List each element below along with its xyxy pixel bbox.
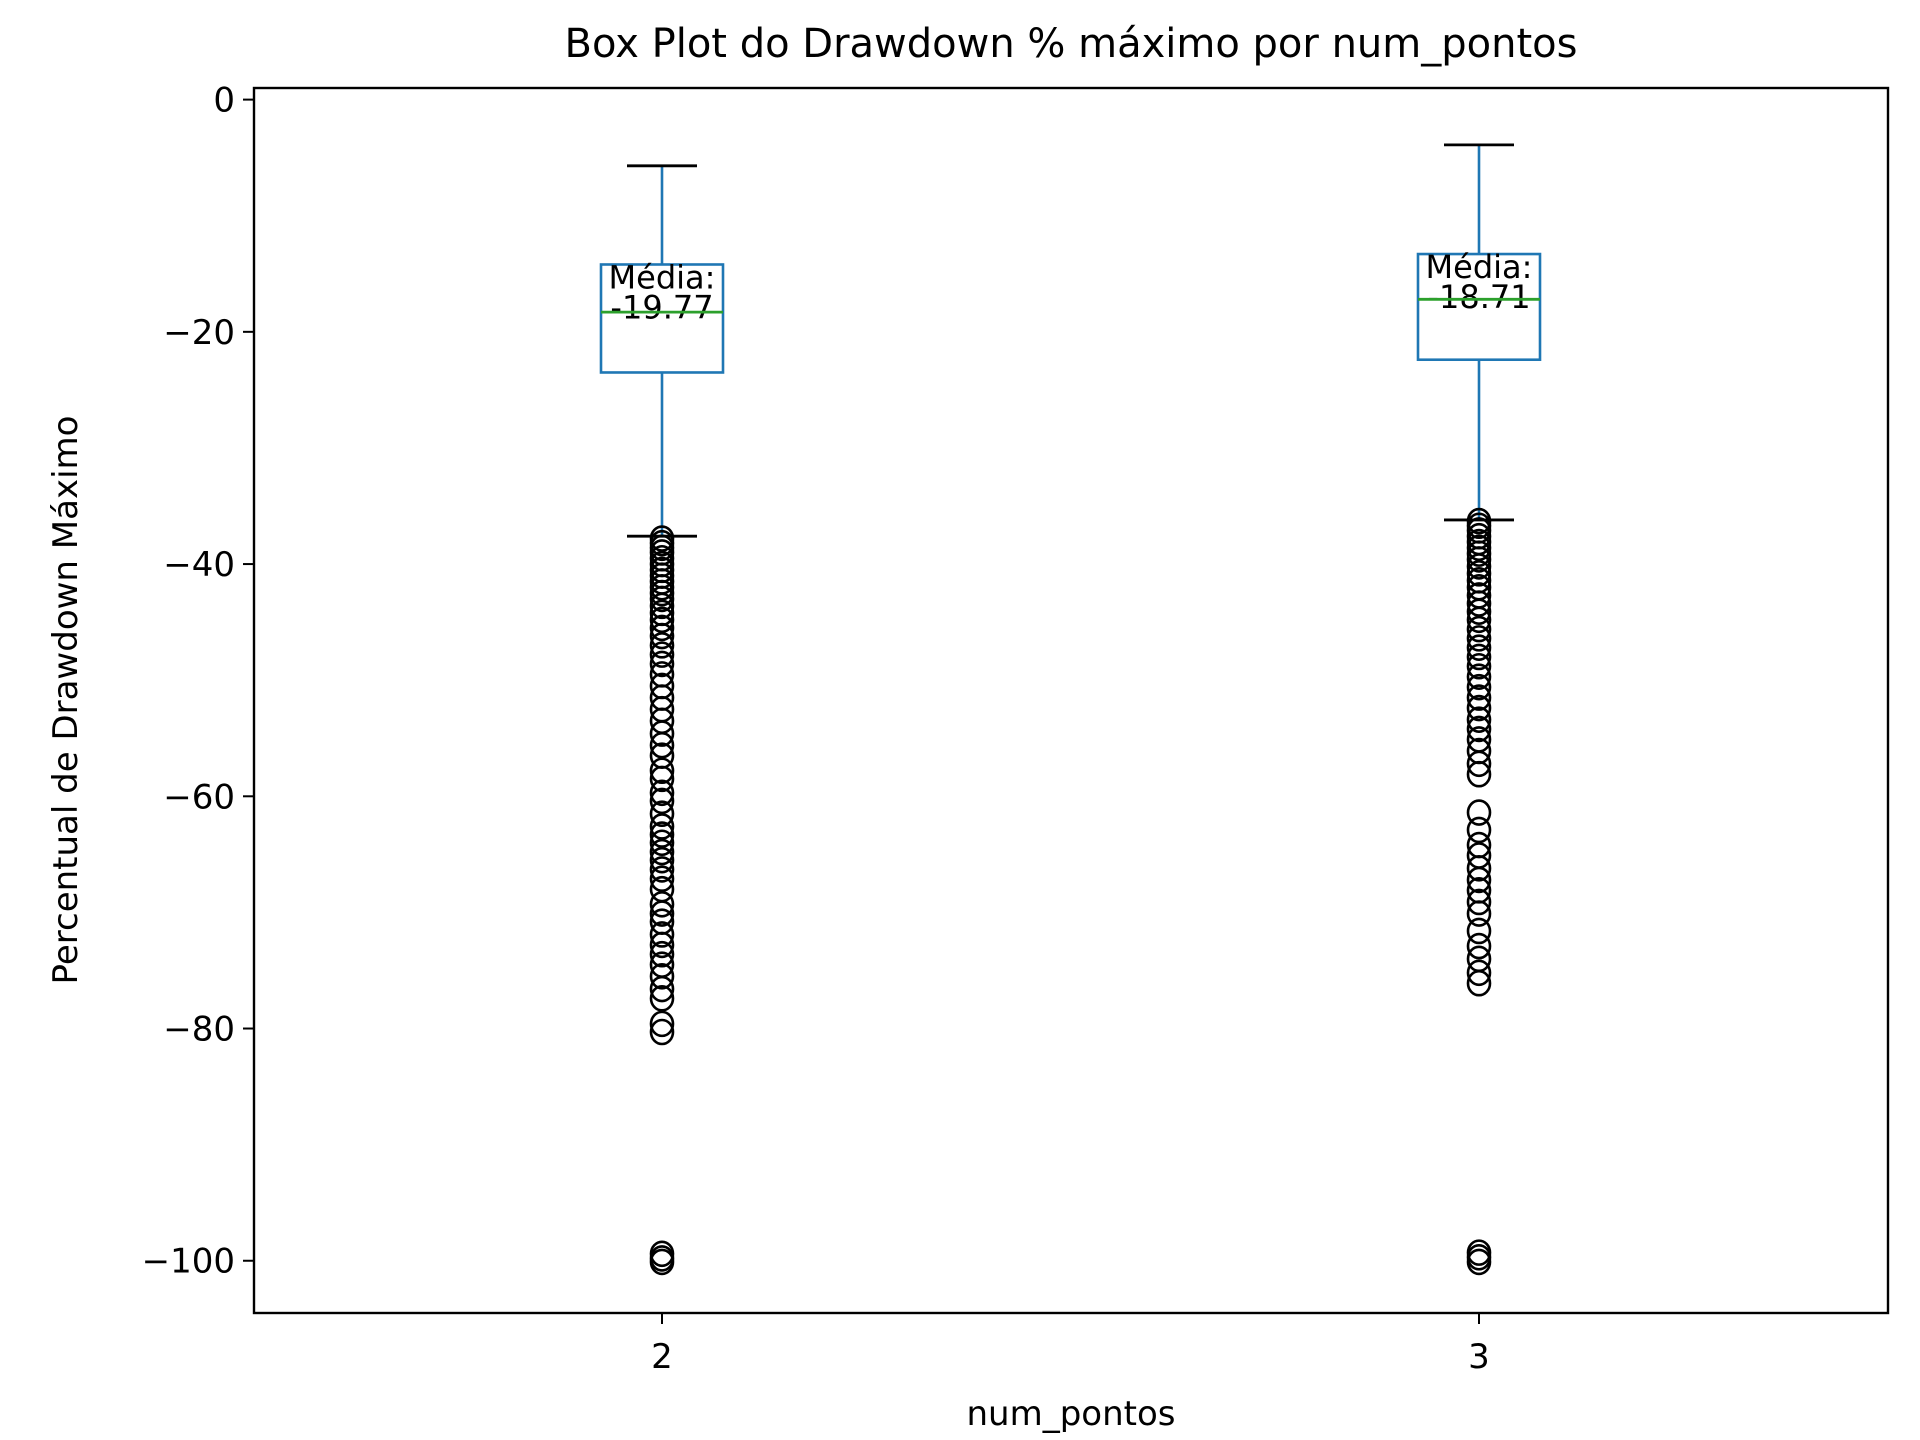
y-tick-label: −40 bbox=[163, 545, 235, 585]
mean-annotation-label: Média: bbox=[1426, 248, 1533, 286]
outlier-point bbox=[1466, 634, 1492, 661]
y-tick-label: −100 bbox=[142, 1242, 235, 1282]
outlier-point bbox=[1466, 854, 1492, 882]
outlier-point bbox=[649, 838, 675, 866]
outlier-point bbox=[1466, 643, 1492, 671]
outlier-point bbox=[1466, 866, 1492, 894]
outlier-point bbox=[1466, 959, 1492, 987]
outlier-point bbox=[649, 821, 675, 848]
outlier-point bbox=[649, 787, 675, 815]
outlier-point bbox=[649, 985, 675, 1012]
outlier-point bbox=[649, 765, 675, 793]
x-axis-label: num_pontos bbox=[967, 1394, 1176, 1434]
y-axis-label: Percentual de Drawdown Máximo bbox=[46, 416, 86, 985]
outlier-point bbox=[649, 650, 675, 678]
outlier-point bbox=[1466, 900, 1492, 927]
outlier-point bbox=[1466, 590, 1492, 617]
outlier-point bbox=[649, 622, 675, 650]
outlier-point bbox=[649, 865, 675, 893]
outlier-point bbox=[1466, 684, 1492, 711]
outlier-point bbox=[1466, 750, 1492, 778]
outlier-point bbox=[1466, 888, 1492, 916]
outlier-point bbox=[1466, 625, 1492, 652]
outlier-point bbox=[649, 975, 675, 1003]
outlier-point bbox=[1466, 553, 1492, 580]
outlier-point bbox=[1466, 663, 1492, 690]
outlier-point bbox=[1466, 606, 1492, 634]
box bbox=[599, 263, 725, 374]
y-tick-label: −60 bbox=[163, 777, 235, 817]
outlier-point bbox=[1466, 715, 1492, 743]
outlier-point bbox=[1466, 799, 1492, 826]
plot-frame bbox=[252, 86, 1890, 1315]
outlier-point bbox=[1466, 706, 1492, 733]
outlier-point bbox=[1466, 598, 1492, 625]
outlier-point bbox=[649, 890, 675, 918]
outlier-point bbox=[1466, 652, 1492, 680]
y-tick-label: −80 bbox=[163, 1010, 235, 1050]
outlier-point bbox=[1466, 969, 1492, 997]
outlier-point bbox=[1466, 560, 1492, 587]
outlier-point bbox=[649, 731, 675, 759]
mean-annotation-label: Média: bbox=[609, 258, 716, 296]
outlier-point bbox=[649, 606, 675, 634]
outlier-point bbox=[649, 632, 675, 659]
outlier-point bbox=[649, 829, 675, 857]
outlier-point bbox=[1466, 932, 1492, 960]
outlier-point bbox=[1466, 760, 1492, 788]
outlier-point bbox=[649, 1018, 675, 1046]
outlier-point bbox=[649, 720, 675, 747]
outlier-point bbox=[649, 641, 675, 668]
outlier-point bbox=[1466, 917, 1492, 945]
outlier-point bbox=[649, 921, 675, 948]
outlier-point bbox=[1466, 816, 1492, 844]
outlier-point bbox=[649, 846, 675, 874]
outlier-point bbox=[649, 1248, 675, 1276]
y-tick-label: 0 bbox=[213, 81, 235, 121]
mean-annotation-value: -18.71 bbox=[1427, 278, 1530, 316]
outlier-point bbox=[649, 779, 675, 807]
outlier-point bbox=[649, 931, 675, 959]
outlier-point bbox=[649, 856, 675, 883]
outlier-point bbox=[649, 1010, 675, 1038]
x-tick-label: 3 bbox=[1468, 1337, 1490, 1377]
outlier-point bbox=[649, 614, 675, 642]
outlier-point bbox=[649, 592, 675, 620]
outlier-point bbox=[1466, 546, 1492, 573]
outlier-point bbox=[649, 757, 675, 785]
outlier-point bbox=[649, 940, 675, 968]
outlier-point bbox=[1466, 1248, 1492, 1276]
outlier-point bbox=[649, 962, 675, 990]
mean-annotation-value: -19.77 bbox=[610, 288, 713, 326]
outlier-point bbox=[649, 800, 675, 828]
x-tick-label: 2 bbox=[651, 1337, 673, 1377]
outlier-point bbox=[649, 900, 675, 927]
box bbox=[1416, 252, 1542, 362]
outlier-point bbox=[1466, 694, 1492, 722]
outlier-point bbox=[649, 813, 675, 840]
chart-title: Box Plot do Drawdown % máximo por num_po… bbox=[565, 21, 1578, 67]
outlier-point bbox=[1466, 615, 1492, 643]
outlier-point bbox=[1466, 673, 1492, 701]
outlier-point bbox=[649, 585, 675, 613]
y-tick-label: −20 bbox=[163, 313, 235, 353]
